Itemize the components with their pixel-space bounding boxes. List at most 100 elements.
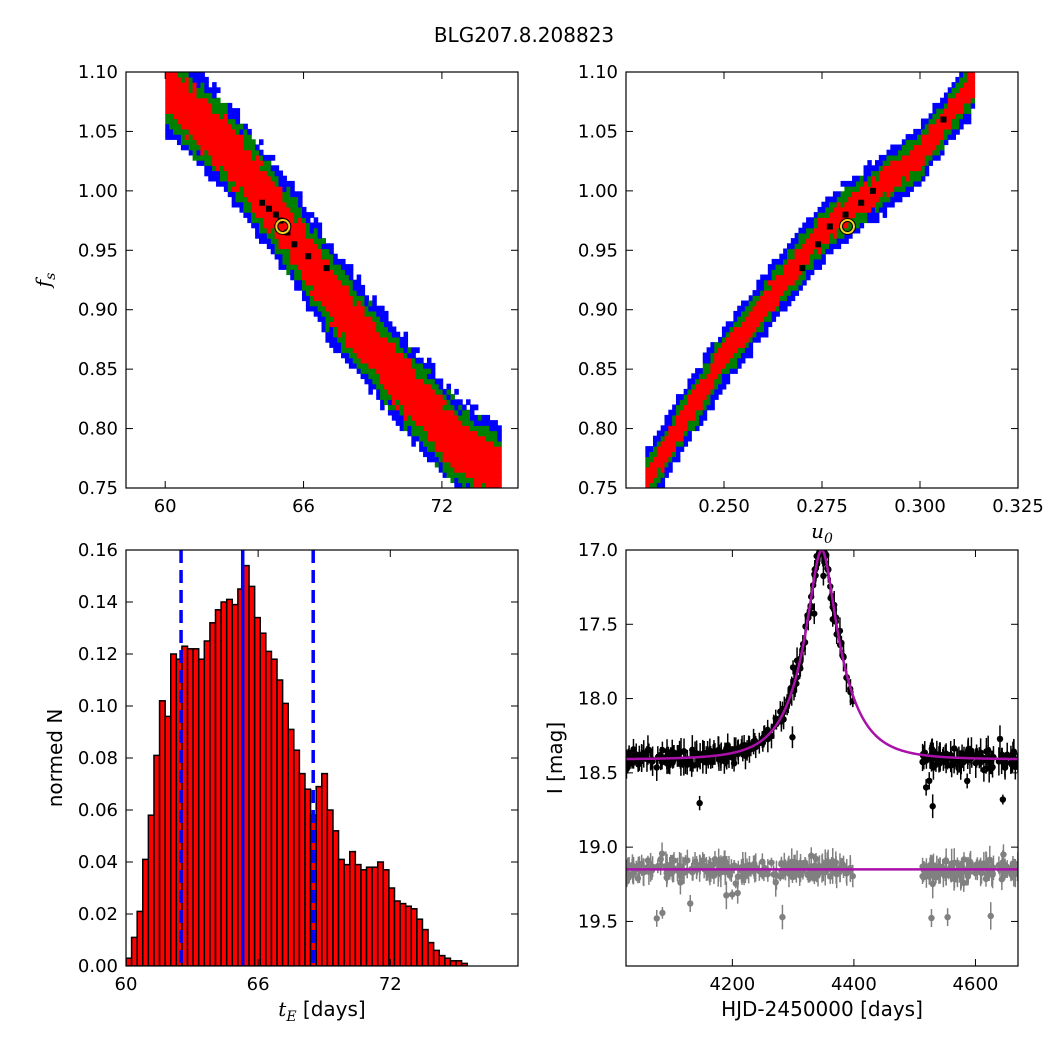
inner-cell [817, 222, 823, 229]
inner-cell [928, 128, 934, 135]
inner-cell [940, 134, 945, 140]
inner-cell [344, 310, 350, 317]
inner-cell [305, 243, 311, 250]
y-tick-label: 17.0 [578, 540, 618, 561]
inner-cell [905, 165, 911, 172]
inner-cell [329, 284, 334, 291]
middle-cell [430, 440, 436, 447]
middle-cell [832, 201, 838, 208]
outer-cell [493, 425, 498, 432]
posterior-point [826, 223, 833, 230]
outer-cell [313, 222, 319, 229]
middle-cell [672, 414, 677, 421]
outer-cell [653, 440, 658, 447]
inner-cell [963, 97, 968, 104]
inner-cell [871, 191, 876, 198]
middle-cell [798, 232, 803, 239]
outer-cell [231, 201, 237, 208]
middle-cell [247, 139, 252, 146]
middle-cell [653, 451, 658, 458]
inner-cell [679, 435, 685, 442]
middle-cell [718, 373, 723, 380]
middle-cell [679, 440, 685, 447]
outer-cell [321, 326, 327, 333]
inner-cell [192, 87, 198, 94]
inner-cell [262, 201, 268, 208]
inner-cell [894, 160, 899, 166]
inner-cell [309, 274, 315, 281]
middle-cell [798, 238, 803, 244]
inner-cell [832, 217, 838, 224]
outer-cell [714, 388, 719, 395]
y-axis-label-sub: s [43, 273, 59, 280]
inner-cell [196, 113, 202, 120]
middle-cell [901, 175, 907, 182]
outer-cell [683, 435, 689, 442]
inner-cell [176, 82, 182, 88]
inner-cell [333, 300, 338, 307]
outer-cell [871, 217, 876, 224]
middle-cell [829, 206, 834, 213]
inner-cell [817, 227, 823, 234]
outer-cell [710, 347, 715, 354]
x-tick-label: 72 [379, 974, 402, 995]
middle-cell [760, 321, 765, 328]
inner-cell [321, 295, 327, 302]
inner-cell [423, 399, 428, 406]
outer-cell [204, 170, 209, 177]
outer-cell [290, 186, 295, 192]
inner-cell [309, 248, 315, 255]
y-tick-label: 0.02 [78, 904, 118, 925]
inner-cell [364, 357, 369, 364]
inner-cell [466, 440, 471, 447]
residual-point [657, 855, 664, 863]
outer-cell [415, 435, 420, 442]
inner-cell [748, 316, 754, 322]
middle-cell [656, 477, 662, 484]
data-point [951, 745, 958, 752]
inner-cell [775, 295, 780, 302]
inner-cell [317, 279, 323, 286]
middle-cell [840, 191, 845, 198]
middle-cell [196, 92, 202, 99]
inner-cell [836, 222, 842, 229]
outer-cell [430, 451, 436, 458]
inner-cell [216, 165, 221, 172]
histogram-bar [203, 640, 211, 966]
inner-cell [458, 461, 463, 468]
histogram-bar [153, 754, 161, 966]
outer-cell [852, 175, 857, 182]
outer-cell [368, 305, 373, 312]
middle-cell [282, 191, 287, 198]
inner-cell [940, 128, 945, 135]
outer-cell [825, 201, 830, 208]
inner-cell [384, 373, 389, 380]
outer-cell [384, 310, 389, 317]
inner-cell [913, 160, 918, 166]
outer-cell [725, 326, 731, 333]
middle-cell [741, 316, 746, 322]
inner-cell [216, 118, 221, 125]
inner-cell [668, 446, 673, 452]
middle-cell [744, 305, 750, 312]
inner-cell [848, 201, 853, 208]
inner-cell [216, 139, 221, 146]
inner-cell [364, 352, 369, 359]
inner-cell [920, 154, 926, 161]
inner-cell [438, 399, 444, 406]
middle-cell [748, 336, 754, 343]
inner-cell [403, 388, 409, 395]
outer-cell [897, 196, 903, 203]
inner-cell [173, 82, 178, 88]
inner-cell [859, 191, 865, 198]
inner-cell [733, 326, 738, 333]
middle-cell [901, 144, 907, 151]
outer-cell [259, 232, 264, 239]
y-tick-label: 0.95 [578, 240, 618, 261]
inner-cell [430, 388, 436, 395]
outer-cell [301, 290, 307, 296]
inner-cell [344, 342, 350, 348]
inner-cell [333, 316, 338, 322]
outer-cell [337, 347, 342, 354]
outer-cell [262, 232, 268, 239]
